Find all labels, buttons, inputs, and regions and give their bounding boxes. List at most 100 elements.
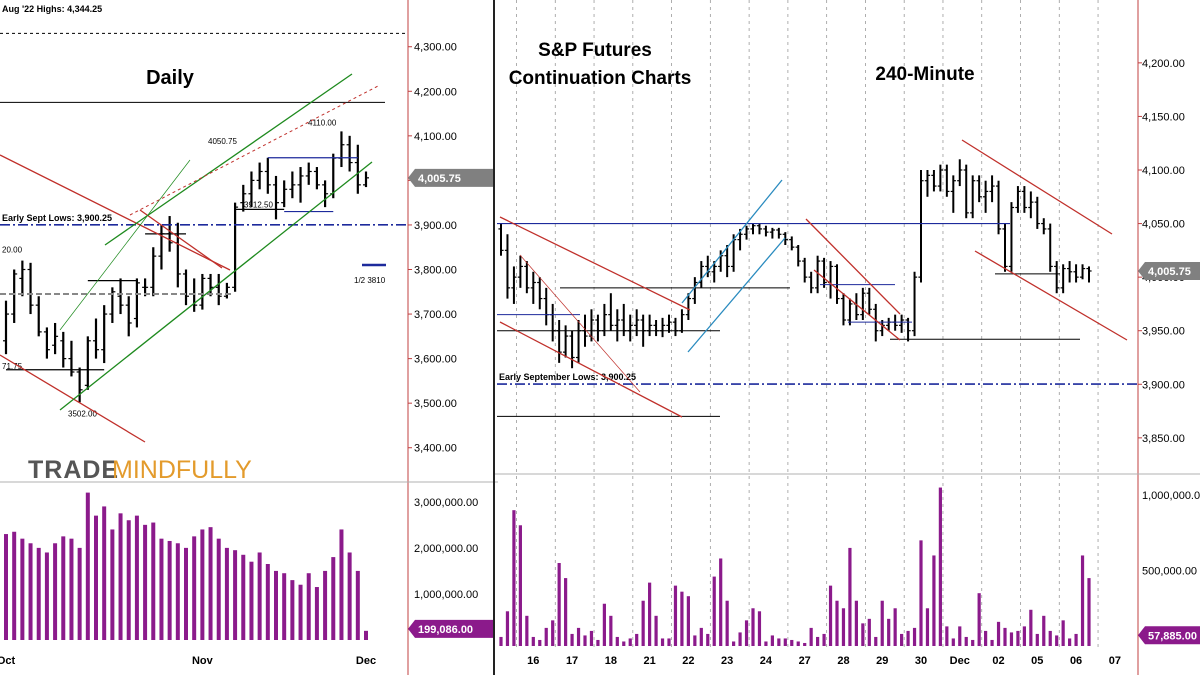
ohlc-bar — [937, 164, 943, 192]
ohlc-bar — [983, 180, 989, 213]
ohlc-bar — [1086, 266, 1092, 283]
ohlc-bar — [866, 287, 872, 315]
ohlc-bar — [1002, 223, 1008, 272]
x-tick-label: 28 — [837, 655, 849, 667]
volume-bar — [1080, 555, 1085, 646]
high-label-4050: 4050.75 — [208, 137, 237, 146]
x-tick-label: 30 — [915, 655, 927, 667]
volume-bar — [274, 570, 278, 640]
ohlc-bar — [931, 170, 937, 192]
volume-bar — [1074, 633, 1078, 646]
volume-bar — [118, 513, 123, 640]
ohlc-bar — [281, 180, 288, 208]
downtrend-line-lower — [0, 354, 146, 443]
last-price-tag — [408, 168, 493, 187]
ohlc-bar — [789, 236, 795, 251]
ohlc-bar — [346, 135, 353, 172]
uptrend-channel-upper — [104, 73, 353, 246]
partial-label-71: 71.75 — [2, 362, 23, 371]
volume-bar — [298, 584, 303, 640]
daily-chart-panel: 3,400.00 3,500.00 3,600.00 3,700.00 3,800.00… — [0, 0, 498, 675]
ohlc-bar — [150, 247, 157, 297]
volume-bar — [609, 615, 613, 646]
early-sept-lows-label: Early Sept Lows: 3,900.25 — [2, 213, 112, 223]
ohlc-bar — [524, 261, 530, 294]
volume-bar — [854, 600, 858, 646]
ohlc-bar — [608, 293, 614, 331]
ohlc-bar — [498, 223, 504, 256]
volume-tick-label: 3,000,000.00 — [414, 497, 478, 509]
volume-bar — [648, 582, 652, 646]
x-tick-label: 16 — [527, 655, 539, 667]
volume-bar — [867, 618, 871, 646]
volume-bar — [126, 520, 131, 640]
ohlc-bar — [989, 175, 995, 203]
volume-bar — [224, 547, 229, 640]
ohlc-bar — [240, 184, 247, 212]
y-tick-label: 4,150.00 — [1142, 111, 1185, 123]
downtrend-line-upper — [0, 154, 231, 271]
ohlc-bar — [297, 167, 304, 203]
volume-bar — [1003, 627, 1007, 646]
x-tick-label: 07 — [1109, 655, 1121, 667]
partial-label-20: 20.00 — [2, 246, 23, 255]
volume-bar — [693, 635, 697, 646]
ohlc-bar — [1028, 191, 1034, 219]
ohlc-bar — [1041, 218, 1047, 235]
volume-bar — [200, 529, 205, 640]
ohlc-bar — [537, 277, 543, 310]
ohlc-bar — [821, 257, 827, 288]
y-tick-label: 3,700.00 — [414, 309, 457, 321]
ohlc-bar — [685, 293, 691, 320]
volume-bar — [505, 611, 510, 646]
ohlc-bar — [363, 171, 369, 188]
ohlc-bar — [76, 367, 83, 403]
volume-bar — [660, 638, 665, 646]
volume-bar — [964, 636, 968, 646]
ohlc-bar — [763, 225, 769, 237]
volume-bar — [323, 570, 328, 640]
pullback-channel-lower — [813, 269, 901, 341]
volume-bar — [44, 552, 49, 640]
volume-bar — [347, 552, 352, 640]
volume-bar — [667, 638, 671, 646]
ohlc-bar — [847, 298, 853, 326]
ohlc-bar — [232, 202, 239, 292]
volume-bar — [880, 600, 884, 646]
ohlc-bar — [289, 171, 296, 199]
volume-bar — [331, 557, 336, 640]
ohlc-bar — [1034, 196, 1040, 229]
ohlc-bar — [795, 245, 801, 267]
volume-bar — [159, 538, 164, 640]
volume-bar — [36, 547, 41, 640]
ohlc-bar — [976, 175, 982, 203]
volume-bar — [557, 563, 561, 646]
volume-bar — [167, 540, 172, 640]
volume-bar — [673, 585, 678, 646]
volume-bar — [686, 596, 690, 646]
x-tick-label: 06 — [1070, 655, 1082, 667]
volume-bar — [265, 564, 270, 640]
ohlc-bar — [530, 271, 536, 304]
volume-bar — [945, 626, 949, 646]
volume-bar — [641, 600, 645, 646]
x-tick-label: 21 — [643, 655, 655, 667]
volume-bar — [654, 615, 658, 646]
x-tick-label: 17 — [566, 655, 578, 667]
volume-bar — [339, 529, 344, 640]
uptrend-thin-line — [59, 159, 191, 331]
downtrend-channel-lower — [499, 321, 683, 418]
ohlc-bar — [1054, 261, 1060, 294]
volume-bar — [110, 529, 115, 640]
ohlc-bar — [517, 255, 523, 288]
ohlc-bar — [60, 331, 67, 368]
volume-bar — [53, 543, 58, 640]
volume-bar — [951, 638, 955, 646]
volume-bar — [738, 632, 742, 646]
volume-bar — [848, 547, 852, 646]
ohlc-bar — [950, 175, 956, 213]
low-label-3502: 3502.00 — [68, 409, 97, 418]
y-tick-label: 3,900.00 — [1142, 379, 1185, 391]
y-tick-label: 3,950.00 — [1142, 326, 1185, 338]
trade-mindfully-logo: TRADE MINDFULLY — [28, 456, 252, 484]
